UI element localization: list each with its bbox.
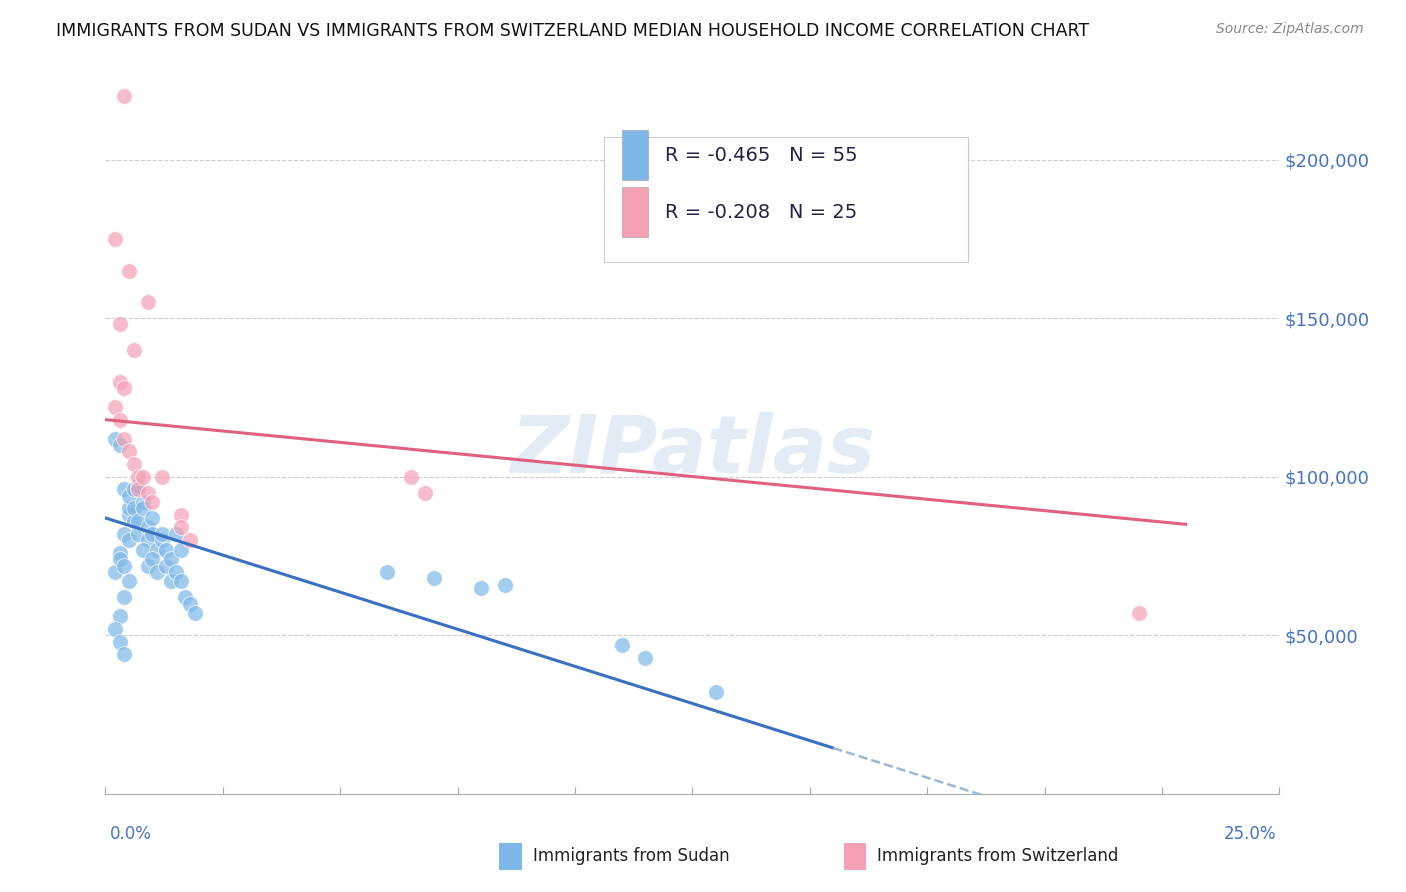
Point	[136, 520, 159, 534]
Point	[136, 295, 159, 310]
Point	[118, 574, 141, 589]
Point	[423, 571, 446, 585]
Point	[108, 546, 131, 560]
Point	[399, 469, 422, 483]
Point	[122, 457, 145, 471]
Point	[118, 508, 141, 522]
Point	[136, 533, 159, 548]
Point	[141, 552, 163, 566]
Point	[375, 565, 398, 579]
Point	[127, 483, 149, 497]
Text: R = -0.208   N = 25: R = -0.208 N = 25	[665, 202, 858, 222]
Point	[132, 469, 155, 483]
Point	[169, 542, 191, 557]
Point	[183, 606, 205, 620]
Text: R = -0.465   N = 55: R = -0.465 N = 55	[665, 145, 858, 165]
Point	[127, 526, 149, 541]
Point	[104, 232, 127, 246]
Point	[112, 591, 135, 605]
Point	[112, 89, 135, 103]
Point	[112, 558, 135, 573]
Bar	[621, 187, 648, 237]
Point	[127, 514, 149, 528]
Point	[179, 597, 201, 611]
Point	[112, 648, 135, 662]
Point	[165, 565, 187, 579]
Point	[169, 574, 191, 589]
Point	[104, 622, 127, 636]
Point	[470, 581, 492, 595]
Point	[150, 469, 173, 483]
Point	[104, 432, 127, 446]
Point	[141, 495, 163, 509]
Point	[104, 565, 127, 579]
Point	[160, 574, 183, 589]
Point	[127, 479, 149, 493]
Point	[122, 483, 145, 497]
Point	[169, 520, 191, 534]
Point	[122, 343, 145, 357]
Point	[160, 552, 183, 566]
Point	[610, 638, 633, 652]
Point	[122, 514, 145, 528]
Text: 0.0%: 0.0%	[110, 825, 152, 843]
Text: IMMIGRANTS FROM SUDAN VS IMMIGRANTS FROM SWITZERLAND MEDIAN HOUSEHOLD INCOME COR: IMMIGRANTS FROM SUDAN VS IMMIGRANTS FROM…	[56, 22, 1090, 40]
Point	[169, 508, 191, 522]
Point	[132, 501, 155, 516]
Bar	[621, 130, 648, 180]
Point	[118, 489, 141, 503]
Point	[132, 542, 155, 557]
Point	[1128, 606, 1150, 620]
Point	[118, 444, 141, 458]
Point	[122, 501, 145, 516]
Text: ZIPatlas: ZIPatlas	[510, 412, 875, 491]
Point	[174, 591, 197, 605]
Text: Immigrants from Sudan: Immigrants from Sudan	[533, 847, 730, 865]
Point	[141, 511, 163, 525]
Point	[141, 526, 163, 541]
Point	[165, 526, 187, 541]
FancyBboxPatch shape	[605, 137, 969, 262]
Point	[112, 483, 135, 497]
Point	[634, 650, 657, 665]
Point	[108, 634, 131, 648]
Point	[108, 412, 131, 426]
Point	[136, 558, 159, 573]
Point	[112, 526, 135, 541]
Text: 25.0%: 25.0%	[1225, 825, 1277, 843]
Point	[108, 375, 131, 389]
Point	[127, 469, 149, 483]
Point	[704, 685, 727, 699]
Point	[413, 485, 436, 500]
Point	[155, 542, 177, 557]
Point	[118, 501, 141, 516]
Point	[112, 432, 135, 446]
Point	[179, 533, 201, 548]
Point	[494, 577, 516, 591]
Point	[108, 609, 131, 624]
Point	[118, 263, 141, 277]
Point	[108, 552, 131, 566]
Point	[112, 381, 135, 395]
Point	[104, 400, 127, 414]
Point	[150, 533, 173, 548]
Point	[132, 495, 155, 509]
Text: Immigrants from Switzerland: Immigrants from Switzerland	[877, 847, 1119, 865]
Point	[155, 558, 177, 573]
Point	[146, 565, 169, 579]
Point	[136, 485, 159, 500]
Point	[146, 542, 169, 557]
Point	[108, 318, 131, 332]
Text: Source: ZipAtlas.com: Source: ZipAtlas.com	[1216, 22, 1364, 37]
Point	[118, 533, 141, 548]
Point	[150, 526, 173, 541]
Point	[108, 438, 131, 452]
